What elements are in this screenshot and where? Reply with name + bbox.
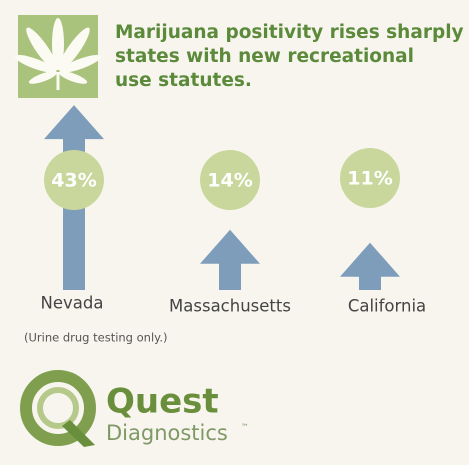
logo-trademark: ™: [241, 423, 249, 432]
value-badge: [200, 150, 260, 210]
logo: [20, 370, 96, 447]
arrow: [340, 242, 400, 290]
chart-title: use statutes.: [115, 70, 252, 91]
chart-title: states with new recreational: [115, 46, 414, 67]
leaf-icon: [14, 15, 102, 98]
logo-subtitle: Diagnostics: [106, 421, 228, 445]
value-label: 11%: [347, 168, 392, 190]
value-badge: [44, 150, 104, 210]
logo-name: Quest: [106, 382, 219, 422]
value-label: 43%: [51, 170, 96, 192]
category-label: California: [348, 297, 426, 316]
category-label: Massachusetts: [169, 297, 291, 316]
chart-title: Marijuana positivity rises sharply in: [115, 22, 469, 43]
value-label: 14%: [207, 170, 252, 192]
value-badge: [340, 148, 400, 208]
category-label: Nevada: [41, 294, 104, 313]
arrow: [200, 229, 260, 290]
note: (Urine drug testing only.): [24, 331, 167, 345]
